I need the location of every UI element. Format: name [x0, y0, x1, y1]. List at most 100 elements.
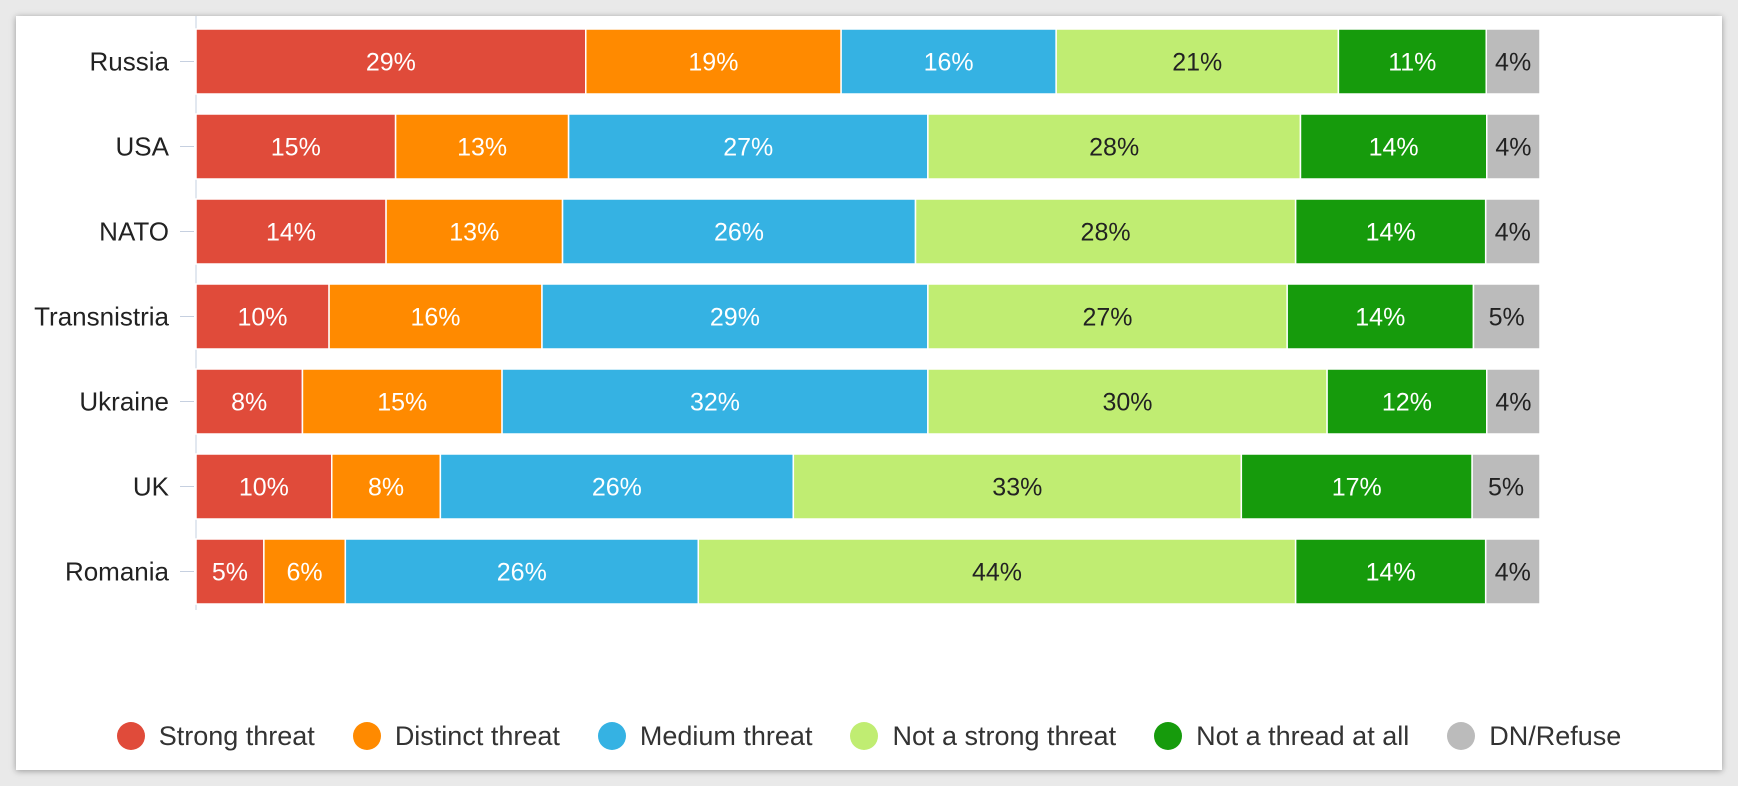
data-label: 12%: [1382, 389, 1432, 417]
bar-segment: [1486, 113, 1541, 180]
category-label: UK: [133, 472, 170, 502]
bar-segment: [585, 28, 842, 95]
data-label: 15%: [377, 389, 427, 417]
data-label: 4%: [1495, 389, 1531, 417]
legend-label: Not a thread at all: [1196, 720, 1410, 751]
bar-segment: [501, 368, 929, 435]
data-label: 4%: [1495, 559, 1531, 587]
data-label: 15%: [271, 134, 321, 162]
legend-item[interactable]: Strong threat: [116, 720, 315, 752]
data-label: 13%: [457, 134, 507, 162]
bar-segment: [840, 28, 1057, 95]
bar-segment: [439, 453, 795, 520]
data-label: 4%: [1495, 134, 1531, 162]
data-label: 14%: [1366, 219, 1416, 247]
data-label: 4%: [1495, 219, 1531, 247]
legend-item[interactable]: Distinct threat: [352, 720, 560, 752]
bar-segment: [697, 538, 1297, 605]
data-label: 17%: [1332, 474, 1382, 502]
data-label: 27%: [723, 134, 773, 162]
legend-label: Distinct threat: [394, 720, 560, 751]
legend-item[interactable]: Not a thread at all: [1154, 721, 1409, 752]
bar-segment: [195, 198, 387, 265]
data-label: 6%: [287, 559, 323, 587]
bar-segment: [331, 453, 442, 520]
category-label: Ukraine: [79, 387, 169, 417]
bar-segment: [385, 198, 564, 265]
data-label: 14%: [1355, 304, 1405, 332]
legend-swatch-icon: [850, 722, 879, 750]
bar-segment: [263, 538, 347, 605]
bar-segment: [195, 113, 397, 180]
data-label: 44%: [972, 559, 1022, 587]
data-label: 29%: [366, 49, 416, 77]
data-label: 29%: [710, 304, 760, 332]
bar-segment: [927, 113, 1302, 180]
bar-segment: [195, 283, 330, 350]
data-label: 8%: [231, 389, 267, 417]
bar-segment: [1240, 453, 1473, 520]
bar-segment: [1471, 453, 1541, 520]
data-label: 5%: [1489, 304, 1525, 332]
bar-segment: [328, 283, 543, 350]
data-label: 26%: [497, 559, 547, 587]
bar-segment: [1484, 538, 1541, 605]
legend-swatch-icon: [597, 722, 626, 750]
data-label: 27%: [1083, 304, 1133, 332]
bar-segment: [1485, 28, 1541, 95]
data-label: 14%: [1366, 559, 1416, 587]
bar-segment: [927, 283, 1288, 350]
bar-segment: [344, 538, 700, 605]
data-label: 13%: [449, 219, 499, 247]
bar-segment: [301, 368, 503, 435]
stacked-bar-chart: Russia 29% 19% 16% 21% 11% 4% USA 15% 13% 27% 28% 14…: [34, 16, 1541, 610]
legend-swatch-icon: [116, 722, 145, 750]
chart-legend: Strong threat Distinct threat Medium threa…: [16, 716, 1722, 756]
chart-card: Russia 29% 19% 16% 21% 11% 4% USA 15% 13% 27% 28% 14…: [16, 16, 1722, 770]
data-label: 21%: [1172, 49, 1222, 77]
data-label: 8%: [368, 474, 404, 502]
bar-segment: [1055, 28, 1340, 95]
bar-segment: [541, 283, 929, 350]
bar-segment: [1286, 283, 1475, 350]
legend-item[interactable]: Medium threat: [597, 720, 813, 752]
legend-label: Not a strong threat: [892, 720, 1117, 751]
data-label: 32%: [690, 389, 740, 417]
data-label: 26%: [714, 219, 764, 247]
data-label: 14%: [1369, 134, 1419, 162]
data-label: 4%: [1495, 49, 1531, 77]
bar-segment: [195, 28, 587, 95]
category-label: Transnistria: [34, 302, 169, 332]
bar-segment: [1299, 113, 1488, 180]
category-label: USA: [116, 132, 170, 162]
data-label: 28%: [1081, 219, 1131, 247]
data-label: 26%: [592, 474, 642, 502]
data-label: 10%: [238, 304, 288, 332]
bar-segment: [1472, 283, 1541, 350]
data-label: 10%: [239, 474, 289, 502]
legend-label: Medium threat: [639, 720, 813, 751]
category-label: Russia: [90, 47, 170, 77]
legend-swatch-icon: [352, 722, 381, 750]
legend-label: Strong threat: [158, 720, 315, 751]
category-label: NATO: [99, 217, 169, 247]
legend-swatch-icon: [1154, 722, 1183, 750]
legend-item[interactable]: DN/Refuse: [1447, 721, 1621, 752]
legend-swatch-icon: [1447, 722, 1476, 750]
data-label: 16%: [411, 304, 461, 332]
legend-item[interactable]: Not a strong threat: [850, 721, 1116, 752]
data-label: 14%: [266, 219, 316, 247]
data-label: 30%: [1102, 389, 1152, 417]
data-label: 33%: [992, 474, 1042, 502]
data-label: 19%: [688, 49, 738, 77]
bar-segment: [792, 453, 1243, 520]
bar-segment: [394, 113, 570, 180]
legend-label: DN/Refuse: [1489, 720, 1622, 751]
bar-segment: [1484, 198, 1541, 265]
data-label: 5%: [212, 559, 248, 587]
bar-segment: [927, 368, 1328, 435]
data-label: 28%: [1089, 134, 1139, 162]
category-label: Romania: [65, 557, 170, 587]
data-label: 16%: [924, 49, 974, 77]
bar-segment: [1294, 538, 1487, 605]
